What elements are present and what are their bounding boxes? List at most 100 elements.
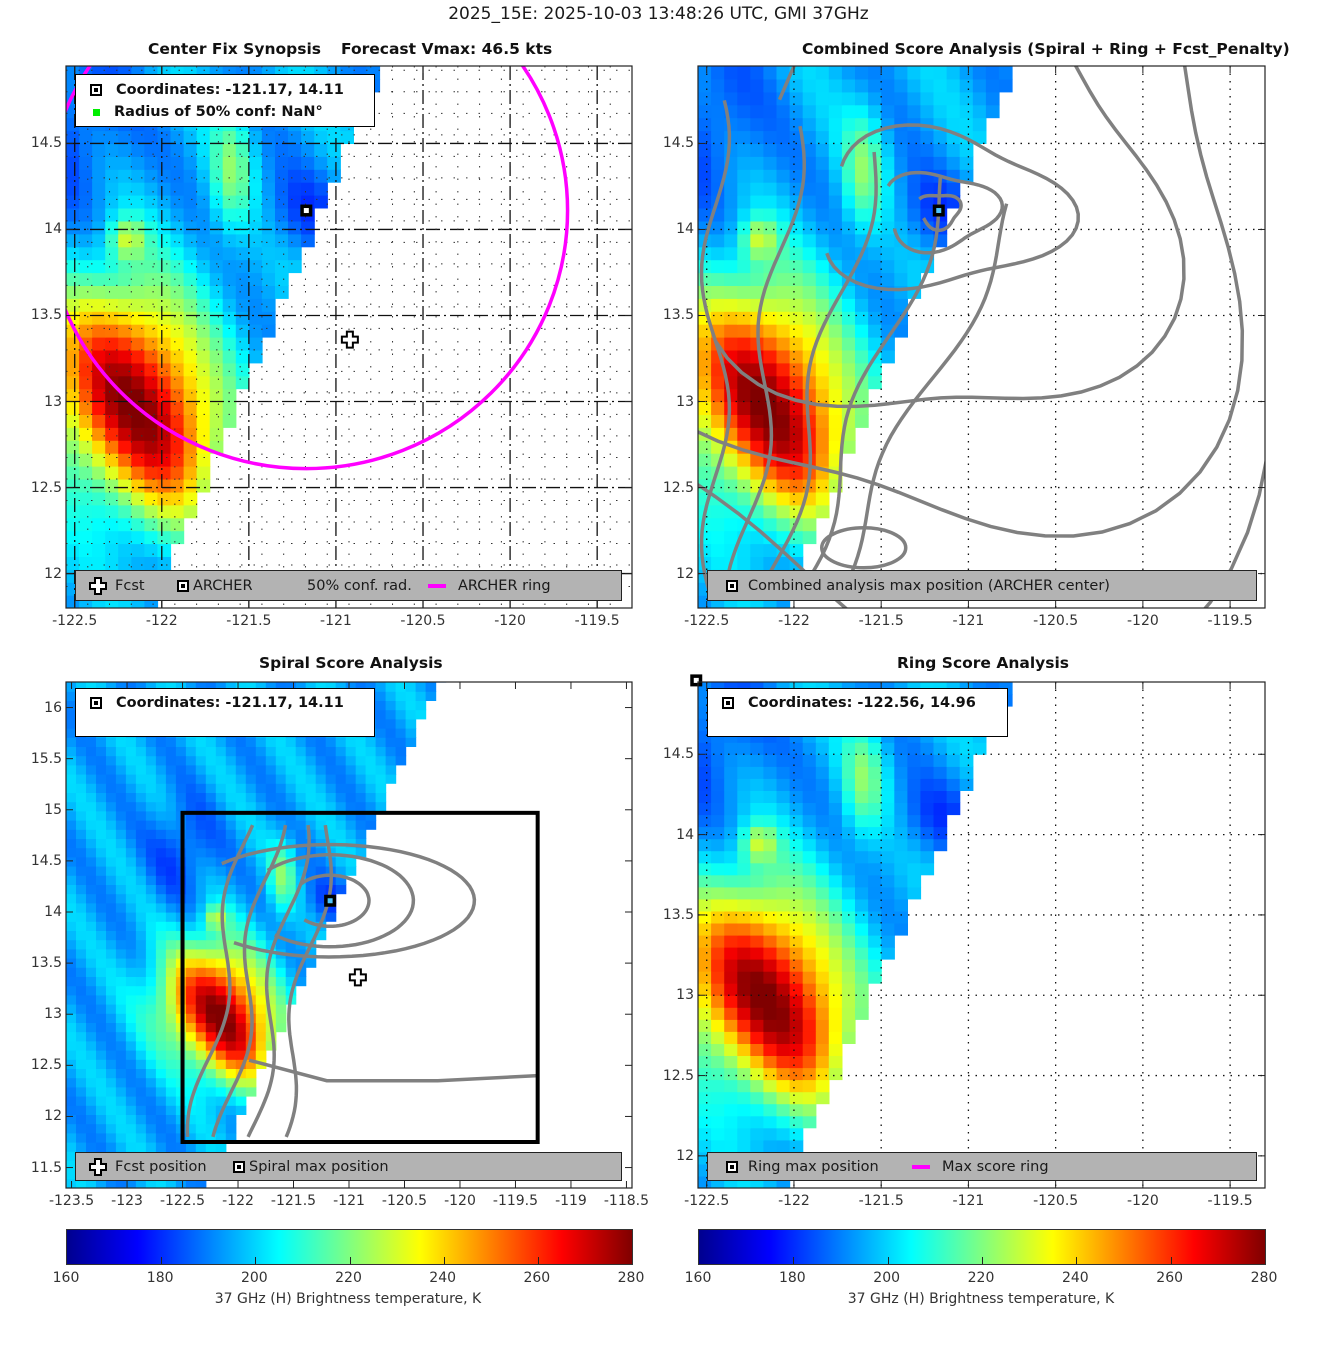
heatmap-cell xyxy=(195,783,207,793)
heatmap-cell xyxy=(395,700,407,711)
heatmap-cell xyxy=(776,504,791,519)
heatmap-cell xyxy=(907,862,922,876)
heatmap-cell xyxy=(828,910,843,924)
heatmap-cell xyxy=(920,802,935,816)
contour-line xyxy=(266,853,416,949)
heatmap-cell xyxy=(105,156,119,170)
heatmap-cell xyxy=(185,774,197,784)
panel1-radius: Radius of 50% conf: NaN° xyxy=(114,104,323,120)
heatmap-cell xyxy=(183,427,198,441)
heatmap-cell xyxy=(125,1142,137,1152)
heatmap-cell xyxy=(155,1059,167,1069)
heatmap-cell xyxy=(195,1142,207,1152)
heatmap-cell xyxy=(711,971,725,984)
heatmap-cell xyxy=(265,746,277,757)
x-tick-label: -121.5 xyxy=(270,1193,317,1209)
heatmap-cell xyxy=(115,1142,127,1152)
heatmap-cell xyxy=(698,754,712,767)
y-tick-label: 14 xyxy=(44,904,62,920)
heatmap-cell xyxy=(195,958,207,968)
heatmap-cell xyxy=(155,902,167,913)
heatmap-cell xyxy=(155,856,167,867)
heatmap-cell xyxy=(105,530,119,545)
heatmap-cell xyxy=(155,1022,167,1033)
heatmap-cell xyxy=(92,66,106,67)
x-tick-label: -121 xyxy=(952,613,985,629)
heatmap-cell xyxy=(235,682,247,692)
heatmap-cell xyxy=(92,491,106,506)
heatmap-cell xyxy=(155,737,167,747)
heatmap-cell xyxy=(135,1031,147,1042)
heatmap-cell xyxy=(315,875,327,885)
heatmap-cell xyxy=(907,790,922,803)
heatmap-cell xyxy=(66,1151,77,1161)
heatmap-cell xyxy=(155,866,167,876)
heatmap-cell xyxy=(415,682,427,692)
heatmap-cell xyxy=(345,682,357,692)
y-tick-label: 12.5 xyxy=(30,479,62,496)
heatmap-cell xyxy=(145,856,157,867)
heatmap-cell xyxy=(275,195,289,209)
heatmap-cell xyxy=(698,790,712,803)
heatmap-cell xyxy=(76,847,87,858)
heatmap-cell xyxy=(750,78,764,93)
heatmap-cell xyxy=(815,349,830,364)
heatmap-cell xyxy=(209,414,224,428)
heatmap-cell xyxy=(79,362,93,377)
heatmap-cell xyxy=(265,682,277,683)
heatmap-cell xyxy=(165,856,177,867)
heatmap-cell xyxy=(265,994,277,1005)
heatmap-cell xyxy=(868,826,882,840)
heatmap-cell xyxy=(105,311,119,325)
heatmap-cell xyxy=(66,220,80,235)
square-marker-icon xyxy=(722,697,734,709)
heatmap-cell xyxy=(118,517,132,532)
heatmap-cell xyxy=(828,66,843,80)
heatmap-cell xyxy=(248,349,263,364)
heatmap-cell xyxy=(155,847,167,858)
heatmap-cell xyxy=(855,195,869,209)
heatmap-cell xyxy=(724,766,738,779)
heatmap-cell xyxy=(335,682,347,692)
heatmap-cell xyxy=(802,778,817,791)
heatmap-cell xyxy=(776,337,791,351)
heatmap-cell xyxy=(135,939,147,950)
heatmap-cell xyxy=(946,754,961,767)
heatmap-cell xyxy=(841,195,856,209)
heatmap-cell xyxy=(881,195,895,209)
heatmap-cell xyxy=(711,1127,725,1141)
heatmap-cell xyxy=(96,801,107,812)
heatmap-cell xyxy=(301,156,315,170)
heatmap-cell xyxy=(245,985,257,996)
heatmap-cell xyxy=(209,375,224,390)
heatmap-cell xyxy=(125,829,137,839)
heatmap-cell xyxy=(115,930,127,941)
heatmap-cell xyxy=(763,169,778,183)
heatmap-cell xyxy=(763,182,778,196)
heatmap-cell xyxy=(196,208,211,222)
heatmap-cell xyxy=(255,948,267,959)
heatmap-cell xyxy=(225,1114,237,1125)
heatmap-cell xyxy=(301,182,315,196)
heatmap-cell xyxy=(305,774,317,784)
heatmap-cell xyxy=(118,362,132,377)
heatmap-cell xyxy=(698,78,712,93)
heatmap-cell xyxy=(711,233,725,248)
heatmap-cell xyxy=(106,774,117,784)
heatmap-cell xyxy=(855,324,869,338)
square-marker-icon xyxy=(177,579,189,592)
heatmap-cell xyxy=(185,1142,197,1152)
heatmap-cell xyxy=(881,91,895,106)
heatmap-cell xyxy=(183,143,198,157)
heatmap-cell xyxy=(295,783,307,793)
heatmap-cell xyxy=(255,958,267,968)
heatmap-cell xyxy=(907,156,922,170)
heatmap-cell xyxy=(86,1178,97,1188)
heatmap-cell xyxy=(125,1132,137,1143)
heatmap-cell xyxy=(815,233,830,248)
heatmap-cell xyxy=(828,130,843,144)
heatmap-cell xyxy=(135,764,147,775)
heatmap-cell xyxy=(998,78,1013,93)
heatmap-cell xyxy=(205,939,217,950)
heatmap-cell xyxy=(828,324,843,338)
